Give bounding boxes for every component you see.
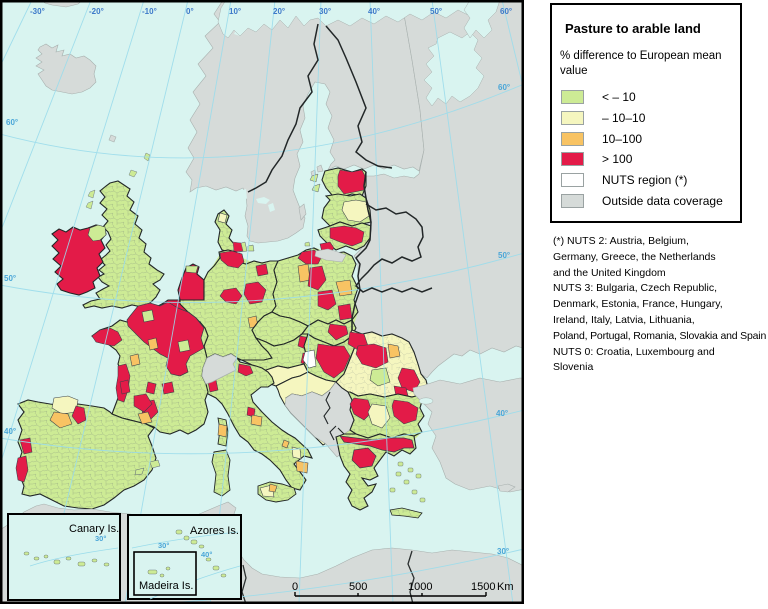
svg-text:30°: 30° [95, 534, 106, 543]
svg-text:0°: 0° [186, 7, 194, 16]
svg-text:60°: 60° [6, 118, 18, 127]
svg-text:Azores Is.: Azores Is. [190, 525, 239, 537]
svg-text:0: 0 [292, 581, 298, 593]
svg-text:-20°: -20° [89, 7, 104, 16]
svg-text:Canary Is.: Canary Is. [69, 523, 119, 535]
svg-text:50°: 50° [498, 251, 510, 260]
svg-text:1500: 1500 [471, 581, 495, 593]
svg-text:60°: 60° [500, 7, 512, 16]
svg-text:40°: 40° [496, 409, 508, 418]
svg-text:1000: 1000 [408, 581, 432, 593]
svg-text:40°: 40° [201, 550, 212, 559]
svg-text:60°: 60° [498, 83, 510, 92]
svg-text:50°: 50° [4, 274, 16, 283]
svg-text:40°: 40° [368, 7, 380, 16]
svg-text:20°: 20° [273, 7, 285, 16]
svg-text:50°: 50° [430, 7, 442, 16]
svg-text:-10°: -10° [142, 7, 157, 16]
svg-text:Km: Km [497, 581, 514, 593]
svg-text:30°: 30° [497, 547, 509, 556]
svg-text:-30°: -30° [30, 7, 45, 16]
svg-text:10°: 10° [229, 7, 241, 16]
svg-text:30°: 30° [158, 541, 169, 550]
svg-text:Madeira Is.: Madeira Is. [139, 580, 193, 592]
svg-text:500: 500 [349, 581, 367, 593]
svg-text:30°: 30° [319, 7, 331, 16]
svg-text:40°: 40° [4, 427, 16, 436]
